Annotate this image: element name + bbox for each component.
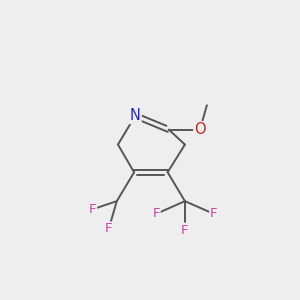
Text: O: O [194, 122, 206, 137]
Text: F: F [181, 224, 189, 236]
Text: F: F [105, 222, 112, 236]
Text: F: F [210, 207, 218, 220]
Text: F: F [89, 203, 96, 216]
Text: N: N [130, 108, 141, 123]
Text: F: F [152, 207, 160, 220]
